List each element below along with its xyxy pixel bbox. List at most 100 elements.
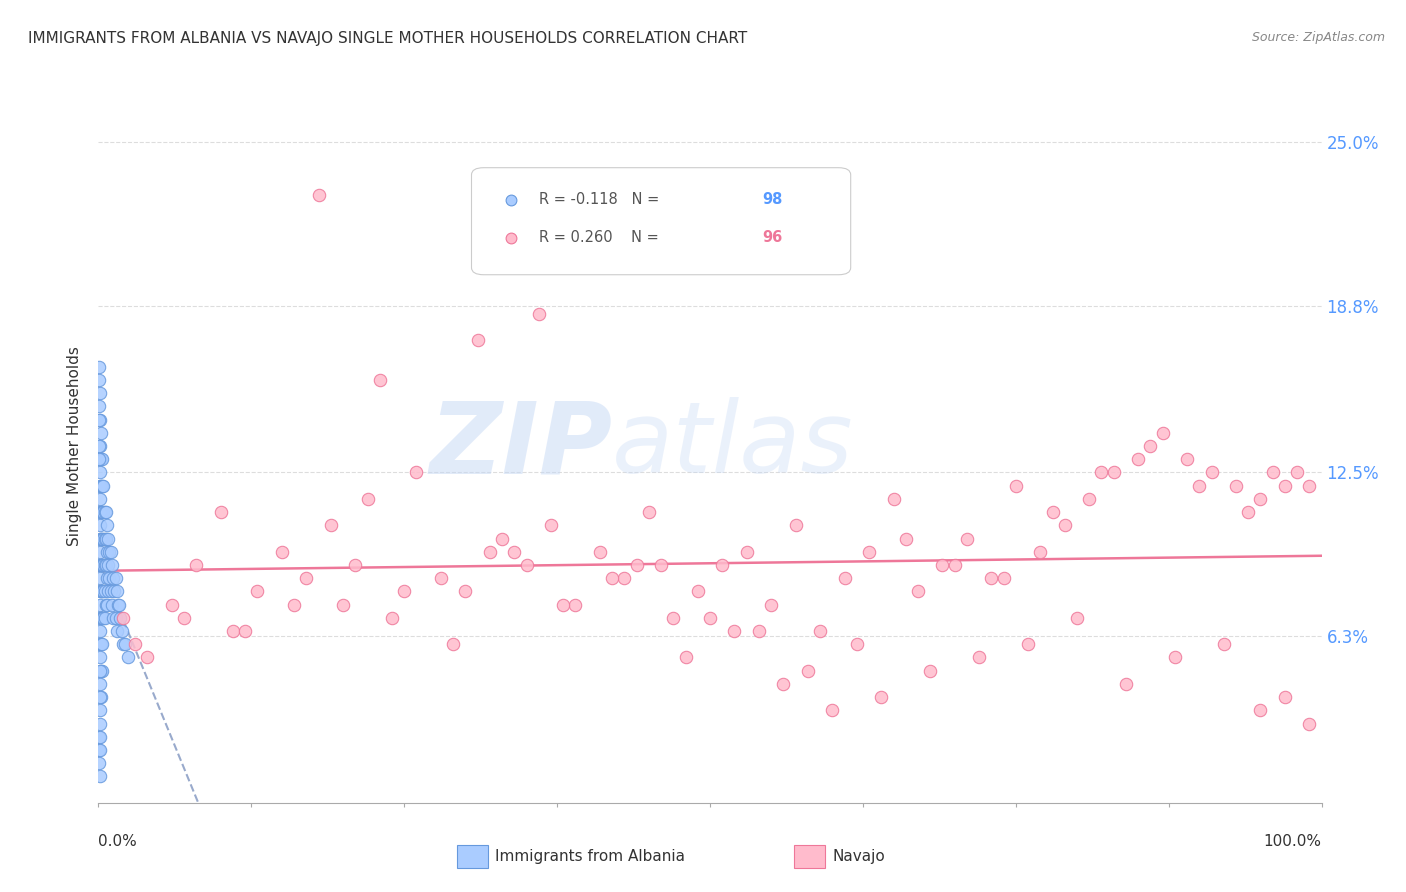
Point <box>967 650 990 665</box>
Point <box>1298 716 1320 731</box>
Point <box>90 505 112 519</box>
Point <box>89 637 111 651</box>
Point <box>101 558 124 572</box>
Point <box>1066 611 1088 625</box>
Point <box>1201 466 1223 480</box>
Point <box>600 571 623 585</box>
Point <box>931 558 953 572</box>
Point <box>111 611 134 625</box>
Point <box>735 545 758 559</box>
Point <box>1175 452 1198 467</box>
Point <box>515 558 537 572</box>
Point <box>89 571 111 585</box>
Point <box>89 690 111 704</box>
Point <box>89 743 111 757</box>
Point <box>834 571 856 585</box>
Point <box>1004 478 1026 492</box>
Point <box>89 584 111 599</box>
Point <box>638 505 661 519</box>
Point <box>430 571 453 585</box>
Point <box>136 650 159 665</box>
Point <box>368 373 391 387</box>
Point <box>89 677 111 691</box>
Point <box>89 532 111 546</box>
Point <box>96 598 118 612</box>
Point <box>90 584 112 599</box>
Text: atlas: atlas <box>612 398 853 494</box>
Point <box>104 611 127 625</box>
Point <box>91 532 114 546</box>
Point <box>87 373 110 387</box>
Point <box>1249 703 1271 717</box>
Point <box>761 598 783 612</box>
Point <box>1102 466 1125 480</box>
Point <box>564 598 586 612</box>
Point <box>270 545 294 559</box>
Point <box>711 558 734 572</box>
Point <box>93 532 115 546</box>
Point <box>1152 425 1174 440</box>
Point <box>101 611 124 625</box>
Point <box>90 532 112 546</box>
Point <box>89 412 111 426</box>
Point <box>93 558 115 572</box>
Point <box>94 598 117 612</box>
Point <box>100 545 122 559</box>
Point <box>943 558 966 572</box>
Point <box>114 637 136 651</box>
Point <box>103 584 125 599</box>
Text: R = -0.118   N =: R = -0.118 N = <box>538 193 664 207</box>
Point <box>89 505 111 519</box>
Point <box>89 769 111 783</box>
Point <box>845 637 868 651</box>
Point <box>344 558 367 572</box>
Point <box>1212 637 1234 651</box>
Point <box>91 637 114 651</box>
Point <box>89 386 111 401</box>
Point <box>797 664 820 678</box>
Point <box>96 518 118 533</box>
Point <box>356 491 378 506</box>
Point <box>650 558 672 572</box>
Point <box>883 491 905 506</box>
Point <box>94 532 117 546</box>
Point <box>91 558 114 572</box>
Point <box>91 505 114 519</box>
Text: Source: ZipAtlas.com: Source: ZipAtlas.com <box>1251 31 1385 45</box>
Point <box>89 558 111 572</box>
Text: Immigrants from Albania: Immigrants from Albania <box>495 849 685 863</box>
Point <box>107 598 129 612</box>
Point <box>454 584 477 599</box>
Point <box>675 650 697 665</box>
Point <box>332 598 354 612</box>
Point <box>723 624 745 638</box>
Point <box>89 703 111 717</box>
Point <box>589 545 612 559</box>
Point <box>553 598 575 612</box>
Point <box>93 505 115 519</box>
Point <box>491 532 513 546</box>
Point <box>90 558 112 572</box>
Point <box>785 518 807 533</box>
Point <box>91 478 114 492</box>
Point <box>89 518 111 533</box>
Point <box>858 545 880 559</box>
Point <box>97 584 120 599</box>
Point <box>96 545 118 559</box>
Point <box>89 716 111 731</box>
Point <box>89 756 111 771</box>
Point <box>1274 478 1296 492</box>
Point <box>90 478 112 492</box>
Point <box>870 690 893 704</box>
Point <box>124 637 146 651</box>
Point <box>920 664 942 678</box>
Point <box>87 452 110 467</box>
Point <box>93 584 115 599</box>
Point <box>89 491 111 506</box>
Point <box>319 518 342 533</box>
Text: IMMIGRANTS FROM ALBANIA VS NAVAJO SINGLE MOTHER HOUSEHOLDS CORRELATION CHART: IMMIGRANTS FROM ALBANIA VS NAVAJO SINGLE… <box>28 31 748 46</box>
Point <box>91 505 114 519</box>
Point <box>87 359 110 374</box>
Point <box>1249 491 1271 506</box>
Point <box>87 412 110 426</box>
